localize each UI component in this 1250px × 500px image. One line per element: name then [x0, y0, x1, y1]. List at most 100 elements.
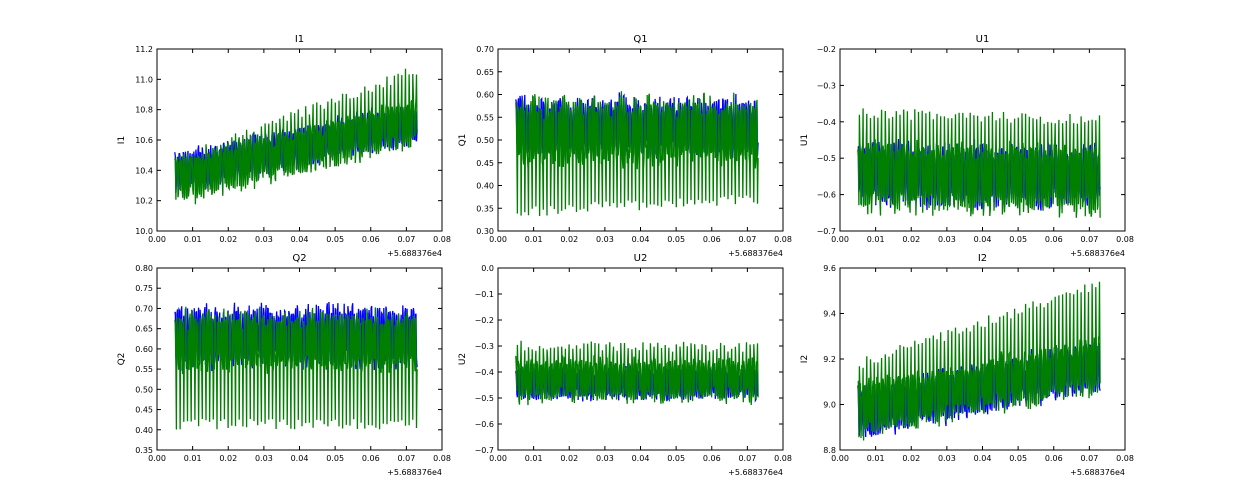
x-tick-label: 0.05 [326, 454, 344, 463]
y-tick-label: −0.6 [475, 420, 494, 429]
x-tick-label: 0.07 [397, 454, 415, 463]
y-tick-label: 0.60 [476, 91, 494, 100]
y-tick-label: 9.4 [823, 310, 836, 319]
x-tick-label: 0.01 [525, 454, 543, 463]
y-tick-label: 0.40 [476, 182, 494, 191]
x-tick-label: 0.04 [974, 454, 992, 463]
x-tick-label: 0.07 [738, 454, 756, 463]
x-tick-label: 0.06 [703, 235, 721, 244]
x-tick-label: 0.05 [667, 454, 685, 463]
y-tick-label: 8.8 [823, 446, 836, 455]
x-tick-label: 0.01 [867, 235, 885, 244]
x-tick-label: 0.02 [902, 235, 920, 244]
y-tick-label: −0.4 [475, 368, 494, 377]
subplot-I1: 0.00 0.01 0.02 0.03 0.04 0.05 0.06 0.07 0.08 10.0… [117, 34, 451, 258]
chart-title: I1 [295, 34, 304, 45]
x-tick-label: 0.08 [774, 235, 792, 244]
plot-area [515, 91, 759, 217]
y-tick-label: −0.3 [817, 81, 836, 90]
x-offset-label: +5.688376e4 [1070, 468, 1125, 477]
x-tick-label: 0.01 [184, 235, 202, 244]
y-tick-label: 0.80 [135, 264, 153, 273]
series-line-green [174, 68, 418, 205]
chart-title: U2 [634, 253, 648, 264]
x-tick-label: 0.02 [219, 235, 237, 244]
y-tick-label: −0.2 [475, 316, 494, 325]
y-tick-label: 10.4 [135, 166, 153, 175]
y-tick-label: −0.3 [475, 342, 494, 351]
y-tick-label: 10.0 [135, 227, 153, 236]
x-tick-label: 0.08 [1116, 235, 1134, 244]
subplot-U1: 0.00 0.01 0.02 0.03 0.04 0.05 0.06 0.07 0.08 −0.7… [800, 34, 1134, 258]
x-tick-label: 0.05 [667, 235, 685, 244]
axes-frame [497, 267, 784, 451]
plot-area [857, 281, 1101, 441]
series-line-green [515, 91, 759, 217]
x-tick-label: 0.00 [148, 454, 166, 463]
x-offset-label: +5.688376e4 [387, 468, 442, 477]
chart-title: U1 [976, 34, 990, 45]
y-tick-label: 0.65 [135, 325, 153, 334]
x-tick-label: 0.02 [560, 235, 578, 244]
chart-title: I2 [978, 253, 987, 264]
y-axis-label: Q2 [117, 353, 127, 366]
x-tick-label: 0.00 [148, 235, 166, 244]
plot-area [857, 108, 1101, 218]
x-tick-label: 0.06 [1045, 454, 1063, 463]
x-tick-label: 0.06 [362, 454, 380, 463]
x-tick-label: 0.02 [560, 454, 578, 463]
y-tick-label: 0.50 [135, 385, 153, 394]
x-tick-label: 0.00 [489, 454, 507, 463]
x-tick-label: 0.03 [596, 235, 614, 244]
y-tick-label: 11.2 [135, 45, 153, 54]
x-tick-label: 0.06 [703, 454, 721, 463]
y-tick-label: 0.45 [476, 159, 494, 168]
y-tick-label: 0.35 [476, 204, 494, 213]
y-axis-label: I1 [117, 136, 127, 144]
y-tick-label: −0.1 [475, 290, 494, 299]
x-tick-label: 0.07 [397, 235, 415, 244]
y-tick-label: 10.6 [135, 136, 153, 145]
y-tick-label: −0.7 [475, 446, 494, 455]
plot-area [174, 301, 418, 430]
y-tick-label: 0.35 [135, 446, 153, 455]
y-tick-label: 0.65 [476, 68, 494, 77]
y-tick-label: 10.2 [135, 197, 153, 206]
x-offset-label: +5.688376e4 [728, 468, 783, 477]
x-tick-label: 0.03 [596, 454, 614, 463]
plot-area [515, 340, 759, 406]
y-tick-label: 9.6 [823, 264, 836, 273]
x-tick-label: 0.07 [738, 235, 756, 244]
x-tick-label: 0.04 [974, 235, 992, 244]
y-tick-label: 0.75 [135, 284, 153, 293]
x-tick-label: 0.08 [1116, 454, 1134, 463]
plot-area [174, 68, 418, 205]
y-tick-label: −0.5 [817, 154, 836, 163]
x-tick-label: 0.01 [184, 454, 202, 463]
x-tick-label: 0.08 [433, 454, 451, 463]
series-line-green [857, 281, 1101, 441]
y-tick-label: 0.45 [135, 406, 153, 415]
y-tick-label: 0.70 [135, 304, 153, 313]
y-tick-label: 0.55 [476, 113, 494, 122]
x-tick-label: 0.03 [255, 454, 273, 463]
y-tick-label: 0.60 [135, 345, 153, 354]
x-tick-label: 0.05 [1009, 235, 1027, 244]
x-tick-label: 0.04 [291, 235, 309, 244]
x-tick-label: 0.02 [902, 454, 920, 463]
y-axis-label: I2 [800, 355, 810, 363]
x-tick-label: 0.03 [938, 454, 956, 463]
x-tick-label: 0.04 [632, 454, 650, 463]
x-tick-label: 0.08 [774, 454, 792, 463]
y-tick-label: −0.2 [817, 45, 836, 54]
x-offset-label: +5.688376e4 [728, 249, 783, 258]
x-offset-label: +5.688376e4 [387, 249, 442, 258]
x-tick-label: 0.05 [326, 235, 344, 244]
y-tick-label: −0.5 [475, 394, 494, 403]
y-axis-label: U1 [800, 134, 810, 146]
y-tick-label: 11.0 [135, 75, 153, 84]
subplot-I2: 0.00 0.01 0.02 0.03 0.04 0.05 0.06 0.07 0.08 8.8 9… [800, 253, 1134, 477]
x-tick-label: 0.01 [525, 235, 543, 244]
x-tick-label: 0.01 [867, 454, 885, 463]
series-line-green [857, 108, 1101, 218]
